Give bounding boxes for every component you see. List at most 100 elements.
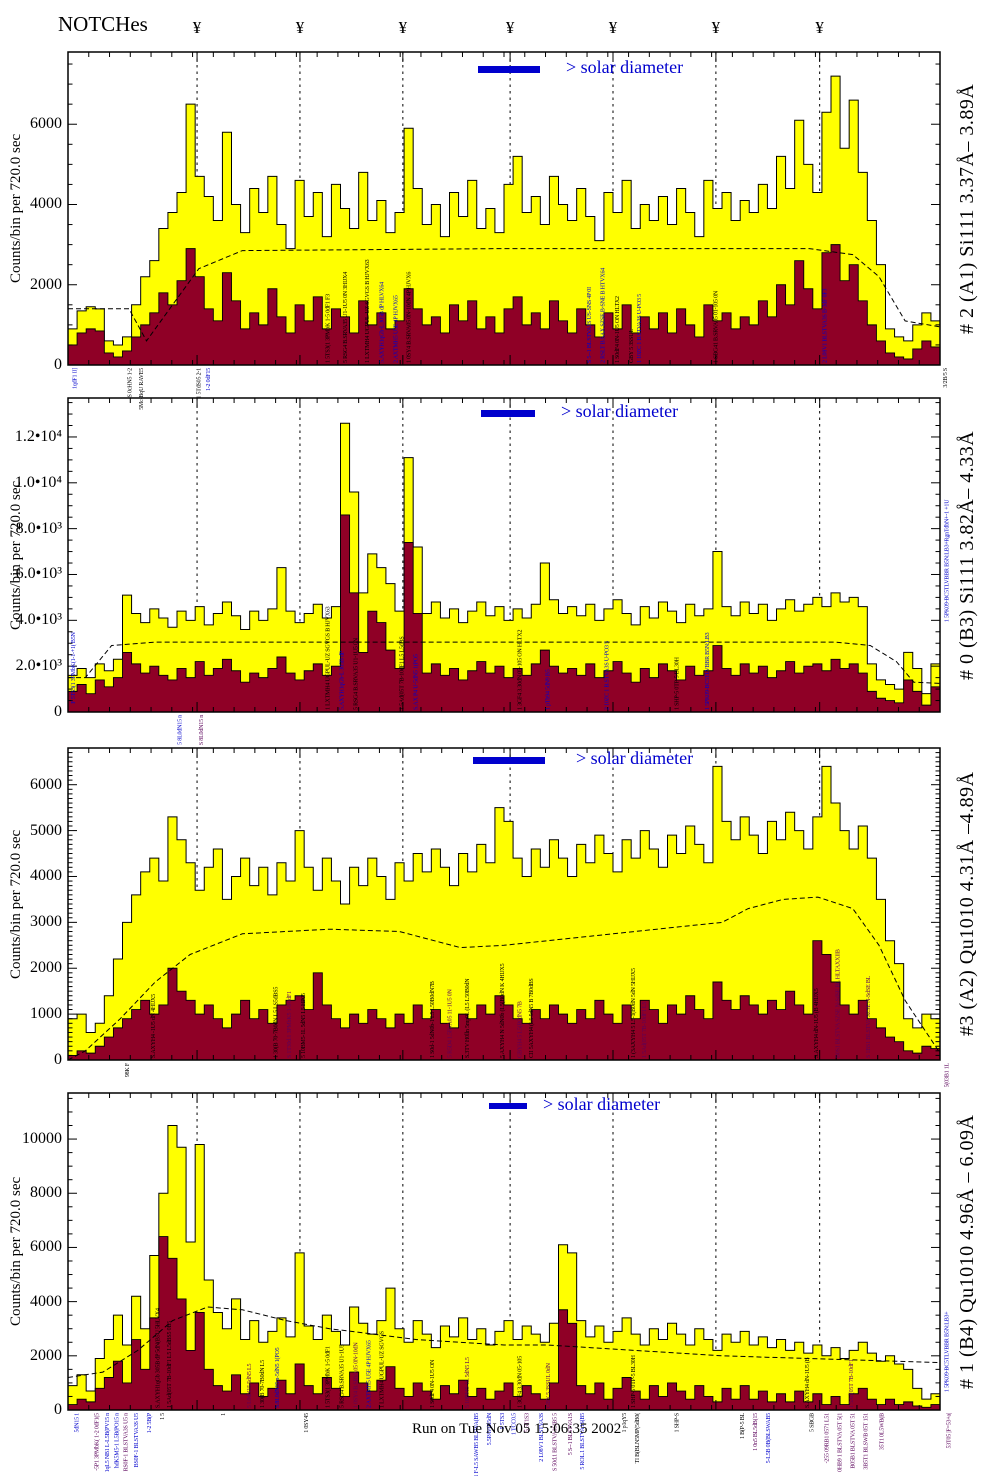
event-annotation: 1 5Ad(05T 7B-10dF1 bbox=[848, 1359, 855, 1408]
event-annotation: BS0F-1 BLSTVA3S U5 bbox=[134, 1413, 140, 1468]
panel-2-dark_red_histogram bbox=[67, 514, 941, 713]
y-tick-label: 6000 bbox=[30, 115, 62, 133]
event-annotation: 1 0SY45 bbox=[304, 1413, 310, 1433]
y-tick-label: 5000 bbox=[30, 821, 62, 839]
event-annotation: 1 (3AXYH4 5 L5-1(B0dN 5dN 5HIJX5 bbox=[630, 968, 637, 1058]
event-annotation: 1 pTb94 5dN9 B5 bbox=[545, 669, 551, 710]
event-annotation: 5 R5D4 1.5RVA05 11-1U5 0N bbox=[448, 988, 454, 1058]
model-curve bbox=[67, 896, 941, 1061]
notch-symbol: ¥ bbox=[505, 18, 515, 37]
event-annotation: 2 L08V1 BLSTVA3S bbox=[539, 1413, 545, 1462]
event-annotation: 1 B(P-5 BL bbox=[739, 1412, 746, 1439]
notch-symbol: ¥ bbox=[192, 18, 202, 37]
event-annotation: S.3TV H0lln 5mp0L (L5 L50B0dN bbox=[464, 978, 471, 1058]
event-annotation: S.AX P4 U-5dN5 1(PO5 bbox=[413, 654, 420, 710]
event-annotation: 5.5PAV(B5dN bbox=[486, 1412, 493, 1445]
y-tick-label: 1.0•10⁴ bbox=[14, 473, 62, 491]
panel-1-dark_red_histogram bbox=[67, 244, 941, 366]
event-annotation: 1 5Ad(05T 7B-10dF1 L5 L5dBS5 0B5 bbox=[166, 1321, 173, 1408]
event-annotation: 1 3GF4 3.30dN 05-105 bbox=[517, 1356, 523, 1408]
y-tick-label: 4000 bbox=[30, 195, 62, 213]
y-tick-label: 0 bbox=[54, 356, 62, 373]
y-tick-label: 8.0•10³ bbox=[15, 519, 62, 537]
y-tick-label: 6000 bbox=[30, 775, 62, 793]
event-annotation: 3/2B/5 S bbox=[943, 368, 949, 388]
y-tick-label: 6.0•10³ bbox=[15, 565, 62, 583]
y-tick-label: 2000 bbox=[30, 1346, 62, 1364]
model-curve bbox=[68, 641, 941, 684]
panel-3-dark_red_histogram bbox=[67, 940, 941, 1061]
y-tick-label: 2.0•10³ bbox=[15, 657, 62, 675]
event-annotation: 3B5T1 BLSWB 05T 151 bbox=[864, 1413, 870, 1470]
event-annotation: 1 0SY4 B.SRVA05 0N-10dN bbox=[354, 1342, 360, 1408]
y-tick-label: 0 bbox=[54, 703, 62, 720]
event-annotation: 5.AXYH1qGb-L 305B dP bbox=[340, 650, 346, 710]
event-annotation: 5 RSG4 B.SRVA35 U1-1U5 0N bbox=[354, 637, 360, 710]
event-annotation: 5 8L0dN15 n bbox=[177, 715, 183, 745]
y-tick-label: 4000 bbox=[30, 867, 62, 885]
event-annotation: RS0F-1 BLSTVA3S U5 n bbox=[123, 1413, 129, 1472]
event-annotation: F 5TS3(1 3PMbK(1-1-+1( B5N bbox=[70, 632, 77, 704]
y-tick-label: 4.0•10³ bbox=[15, 611, 62, 629]
event-annotation: 1 S0dF4 0N-1U5 ON bbox=[430, 1359, 436, 1408]
event-annotation: 1 S0d-1 5dN0b-1 L5 L50B0dN7B bbox=[430, 981, 436, 1058]
event-annotation: GBY 5 3SSUL bbox=[629, 329, 635, 363]
event-annotation: 5 5TS3 bbox=[500, 1413, 506, 1430]
solar-diameter-bar-panel2 bbox=[481, 410, 535, 417]
panel-4: 5dN15 1 S.AXYH1qGb 305B dP 5dN(B5U 5HLVX4… bbox=[67, 1092, 951, 1432]
event-annotation: 1 5 bbox=[160, 1413, 166, 1420]
notch-symbol: ¥ bbox=[608, 18, 618, 37]
y-tick-label: 2000 bbox=[30, 275, 62, 293]
y-tick-label: 10000 bbox=[22, 1130, 62, 1148]
event-annotation: 5 10BM5-1L 5dN5 L5 HP05 bbox=[301, 993, 307, 1058]
notch-symbol: ¥ bbox=[398, 18, 408, 37]
event-annotation: 1 F-L5 SAWB5 BLSWA(B5 bbox=[473, 1413, 480, 1476]
event-annotation: S.AXYH1qGb 305B dP 5dN(B5U 5HLVX4 bbox=[155, 1308, 162, 1408]
solar-diameter-label-panel4: > solar diameter bbox=[543, 1094, 661, 1114]
panel-1-yellow_histogram bbox=[67, 75, 941, 366]
event-annotation: 1 S0dF4 0N-1U5 ON HLTX2 bbox=[615, 296, 621, 363]
event-annotation: -5P1 3PMbK( 1-2 0dF1(5 bbox=[94, 1413, 101, 1471]
event-annotation: B0S1 BLSTVA SZSE N-SdSE BL HLTAXXIIB bbox=[836, 949, 842, 1058]
event-annotation: 5(03B1 1L bbox=[944, 1062, 951, 1087]
event-annotation: 5 L0dN15 5dN5 L5 bbox=[247, 1364, 253, 1408]
event-annotation: 1 LXTMH4 UGPUL-UZ SGVGS bbox=[380, 1331, 386, 1408]
event-annotation: S.AXYH4 dN-1U5 (B bbox=[804, 1357, 811, 1408]
event-annotation: 1 LXTMH4 UGPUL-UZ SGVGS B HJVX63 bbox=[326, 606, 332, 710]
event-annotation: 1 p1qY5 bbox=[622, 1413, 628, 1433]
event-annotation: 5.AXYH1qGb-L 305B dP HLVX64 bbox=[380, 282, 386, 363]
event-annotation: 1 5TS3(1 3PMbK 1-5 0dF1 F3 bbox=[325, 294, 332, 363]
event-annotation: S.8L0dN15 n-5dN5 1(PO5 bbox=[274, 1347, 281, 1408]
channel-label-panel1: # 2 (A1) Si111 3.37Å– 3.89Å bbox=[956, 83, 978, 334]
panel-2-yellow_histogram bbox=[67, 422, 941, 713]
y-tick-label: 0 bbox=[54, 1401, 62, 1418]
event-annotation: S 50d.1 BLSTVA1S(B5 5 bbox=[551, 1413, 558, 1471]
event-annotation: TI B(BLN5MP(5dB0( bbox=[634, 1413, 641, 1464]
event-annotation: 2 AXTMH5 U5E 4P HJVX65 bbox=[367, 1340, 373, 1408]
y-tick-label: 3000 bbox=[30, 913, 62, 931]
event-annotation: 1 5TdS05 2-1 bbox=[197, 368, 203, 399]
event-annotation: 1 5Ad(05T 7B-10dF1 L5 bbox=[641, 1002, 648, 1058]
event-annotation: 5 5T1S3 bbox=[524, 1413, 530, 1432]
model-curve bbox=[67, 1306, 941, 1378]
panel-4-yellow_histogram bbox=[67, 1125, 941, 1411]
event-annotation: -255 09RB1 0571 L51 bbox=[824, 1413, 830, 1464]
event-annotation: 1-2 5B(P bbox=[146, 1412, 153, 1433]
y-tick-label: 6000 bbox=[30, 1238, 62, 1256]
y-tick-label: 1.2•10⁴ bbox=[14, 427, 62, 445]
panel-2: F 5TS3(1 3PMbK(1-1-+1( B5N 5 8L0dN15 n S 8… bbox=[67, 397, 951, 745]
channel-label-panel2: # 0 (B3) Si111 3.82Å– 4.33Å bbox=[956, 430, 978, 680]
event-annotation: 5 RSG4 B.SRVA35 U1-1U5 bbox=[340, 1344, 346, 1408]
event-annotation: CII 5AXYH4 (L5 5dN5 B 7B0dBS bbox=[528, 978, 535, 1058]
event-annotation: GBY 5 3SSUL 0dN bbox=[546, 1362, 552, 1408]
event-annotation: 5 AXYH4 N 5dN0b (L5(B0dN K 4HIJX5 bbox=[499, 963, 506, 1058]
event-annotation: 1 5TS3(1 3PMbK 1-5 0dF1 bbox=[325, 1346, 332, 1408]
run-timestamp: Run on Tue Nov 05 15:06:35 2002 bbox=[412, 1421, 622, 1437]
event-annotation: 1 3GF4 3.30dN 05-105 ON HLTX2 bbox=[517, 629, 523, 710]
event-annotation: B05B1 BLSTVA 05T 51 bbox=[851, 1413, 857, 1469]
event-annotation: 1 LXTMH4 UGPUL-UZ SGVGS B HJVX63 bbox=[365, 259, 371, 363]
event-annotation: 1 SHP-S bbox=[674, 1413, 680, 1432]
y-tick-label: 2000 bbox=[30, 959, 62, 977]
solar-diameter-label-panel2: > solar diameter bbox=[561, 401, 679, 421]
